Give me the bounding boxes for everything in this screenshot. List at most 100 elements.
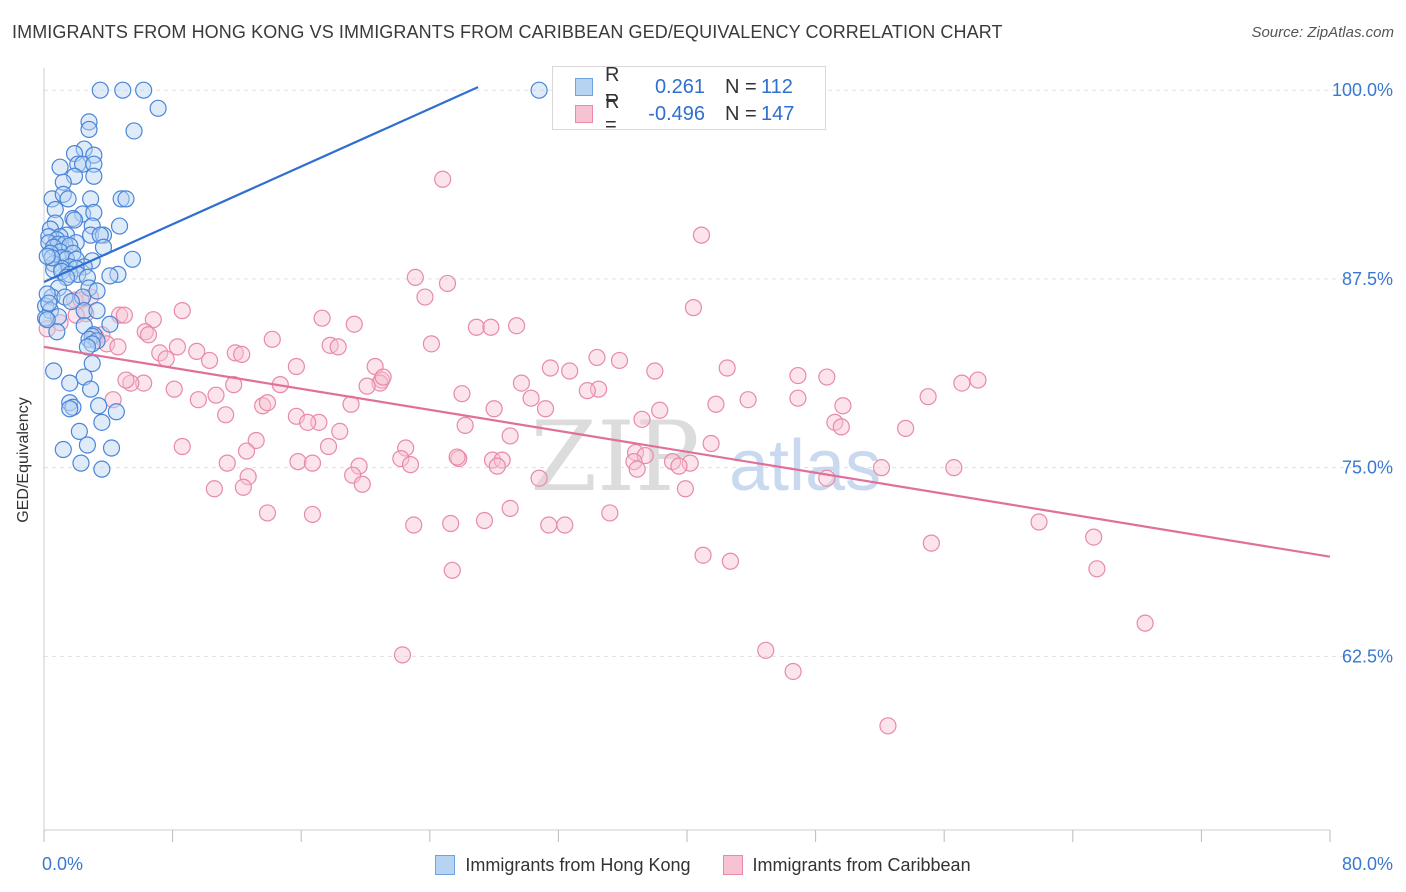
data-point-caribbean (718, 359, 736, 377)
data-point-caribbean (1088, 560, 1106, 578)
data-point-caribbean (789, 366, 807, 385)
r-label: R = (605, 64, 620, 109)
data-point-caribbean (303, 505, 322, 524)
data-point-caribbean (834, 397, 852, 415)
data-point-caribbean (784, 662, 802, 681)
data-point-hong-kong (78, 268, 97, 287)
data-point-hong-kong (65, 211, 84, 229)
data-point-caribbean (165, 380, 183, 398)
data-point-caribbean (707, 395, 725, 413)
n-label: N = (725, 102, 757, 125)
source-credit: Source: ZipAtlas.com (1251, 24, 1394, 41)
data-point-hong-kong (85, 167, 103, 185)
data-point-hong-kong (59, 190, 77, 208)
data-point-caribbean (969, 371, 987, 389)
data-point-caribbean (467, 318, 486, 336)
data-point-caribbean (556, 516, 574, 534)
data-point-hong-kong (88, 282, 106, 300)
data-point-hong-kong (70, 422, 88, 441)
y-tick-label: 87.5% (1342, 269, 1393, 289)
data-point-hong-kong (80, 120, 98, 139)
n-value: 112 (761, 75, 793, 98)
data-point-caribbean (588, 348, 606, 367)
data-point-hong-kong (91, 81, 109, 99)
data-point-hong-kong (101, 315, 119, 333)
data-point-hong-kong (107, 403, 125, 421)
stats-legend: R = 0.261 N = 112 R = -0.496 N = 147 (552, 64, 826, 136)
series-hong-kong (37, 81, 548, 478)
trend-line-hong-kong (43, 86, 479, 283)
data-point-hong-kong (90, 397, 108, 415)
legend-swatch-hong-kong (435, 855, 456, 875)
data-point-caribbean (561, 362, 579, 380)
r-value: -0.496 (648, 102, 705, 125)
data-point-hong-kong (40, 294, 58, 312)
data-point-hong-kong (51, 158, 69, 176)
data-point-caribbean (422, 335, 441, 353)
data-point-caribbean (953, 374, 971, 392)
data-point-caribbean (485, 400, 503, 418)
data-point-caribbean (702, 434, 720, 453)
legend-label-caribbean: Immigrants from Caribbean (752, 854, 971, 875)
data-point-caribbean (135, 374, 153, 392)
data-point-hong-kong (75, 302, 93, 320)
data-point-caribbean (254, 397, 272, 415)
data-point-hong-kong (110, 217, 129, 235)
data-point-caribbean (117, 371, 135, 389)
data-point-hong-kong (82, 380, 100, 398)
data-point-hong-kong (49, 308, 68, 326)
series-caribbean (38, 170, 1154, 735)
data-point-caribbean (536, 400, 555, 418)
data-point-caribbean (239, 468, 257, 486)
data-point-caribbean (1030, 513, 1048, 531)
r-label: R = (605, 91, 620, 136)
data-point-caribbean (945, 459, 963, 477)
data-point-caribbean (331, 422, 349, 441)
data-point-caribbean (122, 374, 140, 392)
x-tick-label: 0.0% (42, 854, 83, 874)
data-point-hong-kong (45, 362, 63, 380)
data-point-caribbean (258, 394, 277, 412)
tick-labels: 62.5% 75.0% 87.5% 100.0% 0.0% 80.0% (42, 80, 1393, 874)
data-point-caribbean (372, 371, 391, 389)
data-point-hong-kong (530, 81, 548, 99)
data-point-caribbean (757, 641, 775, 659)
data-point-caribbean (676, 480, 694, 498)
stats-row-caribbean: R = -0.496 N = 147 (575, 91, 801, 136)
data-point-caribbean (448, 448, 466, 466)
data-point-caribbean (475, 511, 494, 530)
data-point-caribbean (217, 406, 235, 424)
swatch-hong-kong (575, 78, 593, 96)
data-point-caribbean (393, 646, 412, 664)
data-point-caribbean (115, 306, 133, 324)
data-point-caribbean (358, 377, 376, 395)
data-point-hong-kong (114, 81, 132, 99)
data-point-caribbean (188, 342, 206, 360)
data-point-caribbean (694, 546, 712, 564)
data-point-hong-kong (88, 302, 106, 320)
data-point-caribbean (628, 460, 646, 478)
data-point-caribbean (879, 717, 897, 735)
data-point-caribbean (225, 376, 243, 394)
watermark: ZIP atlas (530, 401, 881, 513)
data-point-caribbean (374, 368, 392, 386)
data-point-caribbean (818, 368, 836, 386)
data-point-caribbean (168, 338, 187, 356)
data-point-caribbean (200, 351, 219, 370)
data-point-caribbean (392, 449, 410, 468)
data-point-hong-kong (61, 374, 79, 392)
data-point-caribbean (258, 504, 277, 522)
data-point-caribbean (350, 457, 368, 475)
data-point-caribbean (139, 326, 158, 344)
data-point-caribbean (189, 391, 207, 409)
data-point-caribbean (313, 309, 331, 327)
data-point-caribbean (205, 480, 223, 498)
data-point-caribbean (721, 552, 740, 570)
data-point-caribbean (488, 457, 506, 475)
data-point-caribbean (456, 416, 474, 434)
data-point-caribbean (157, 350, 175, 368)
data-point-caribbean (319, 437, 338, 456)
data-point-caribbean (287, 357, 305, 376)
data-point-caribbean (234, 478, 252, 496)
data-point-caribbean (508, 317, 526, 335)
